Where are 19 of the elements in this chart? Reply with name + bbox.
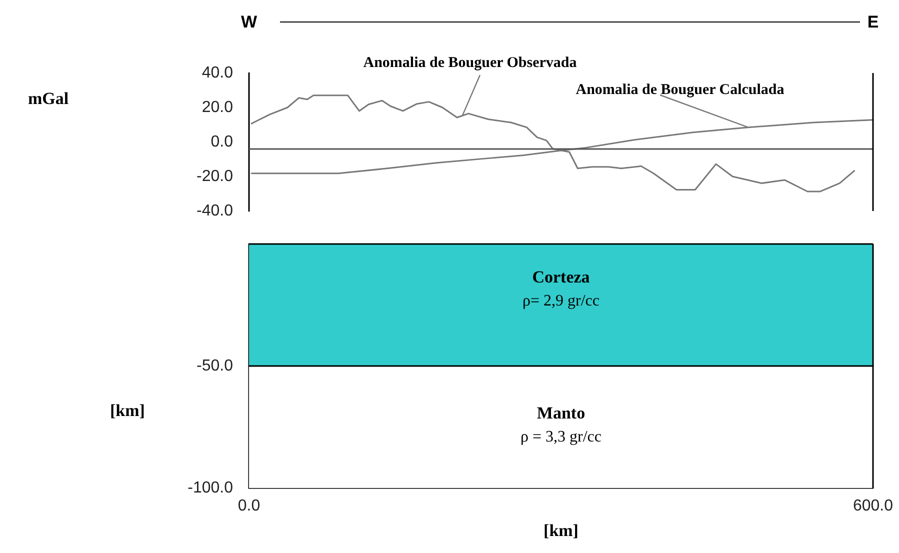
text: W <box>240 12 258 32</box>
band-label: Manto <box>536 404 586 422</box>
y-axis-title: mGal <box>28 89 69 108</box>
y-tick-label: -100.0 <box>188 480 234 496</box>
x-axis-title: [km] <box>544 521 578 540</box>
annotation: ρ= 2,9 gr/cc <box>522 292 600 310</box>
y-tick-label: 20.0 <box>202 99 234 116</box>
x-tick-label: 600.0 <box>852 498 894 514</box>
series-label: Anomalia de Bouguer Calculada <box>576 82 785 98</box>
text: E <box>867 12 879 32</box>
y-tick-label: -40.0 <box>196 202 234 220</box>
y-tick-label: 0.0 <box>210 134 234 150</box>
y-tick-label: 40.0 <box>202 64 234 82</box>
y-tick-label: -20.0 <box>196 168 234 185</box>
series-label: Anomalia de Bouguer Observada <box>363 55 578 71</box>
annotation: ρ = 3,3 gr/cc <box>520 428 602 446</box>
y-tick-label: -50.0 <box>196 358 234 374</box>
band-label: Corteza <box>532 268 590 286</box>
y-axis-title: [km] <box>110 401 145 420</box>
